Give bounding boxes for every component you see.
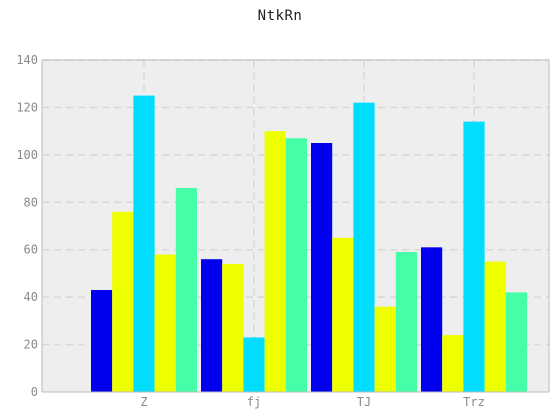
y-tick-label: 40 — [24, 290, 38, 304]
y-tick-label: 140 — [16, 53, 38, 67]
bar-fj-series-1 — [201, 259, 223, 392]
chart-title: NtkRn — [257, 8, 303, 24]
bar-fj-series-4 — [264, 131, 286, 392]
bar-Z-series-1 — [91, 290, 113, 392]
bar-Z-series-5 — [175, 188, 197, 392]
y-tick-label: 100 — [16, 148, 38, 162]
x-tick-label: Trz — [463, 395, 485, 409]
y-tick-label: 80 — [24, 195, 38, 209]
bar-Z-series-3 — [133, 95, 155, 393]
bar-TJ-series-1 — [311, 143, 333, 392]
bar-Trz-series-2 — [442, 335, 464, 392]
bar-Trz-series-3 — [463, 121, 485, 393]
bar-Trz-series-1 — [421, 247, 443, 392]
bar-fj-series-5 — [285, 138, 307, 392]
bar-TJ-series-5 — [395, 252, 417, 392]
bar-TJ-series-2 — [332, 237, 354, 392]
x-tick-label: Z — [140, 395, 147, 409]
x-tick-label: TJ — [357, 395, 371, 409]
bar-fj-series-3 — [243, 337, 265, 392]
bar-fj-series-2 — [222, 263, 244, 392]
y-tick-label: 60 — [24, 243, 38, 257]
y-tick-label: 20 — [24, 338, 38, 352]
y-tick-label: 0 — [31, 385, 38, 399]
bar-Z-series-2 — [112, 211, 134, 392]
bar-TJ-series-4 — [374, 306, 396, 392]
y-tick-label: 120 — [16, 100, 38, 114]
x-tick-label: fj — [247, 395, 261, 409]
bar-Trz-series-5 — [505, 292, 527, 392]
bar-TJ-series-3 — [353, 102, 375, 392]
bar-Z-series-4 — [154, 254, 176, 392]
bar-Trz-series-4 — [484, 261, 506, 392]
